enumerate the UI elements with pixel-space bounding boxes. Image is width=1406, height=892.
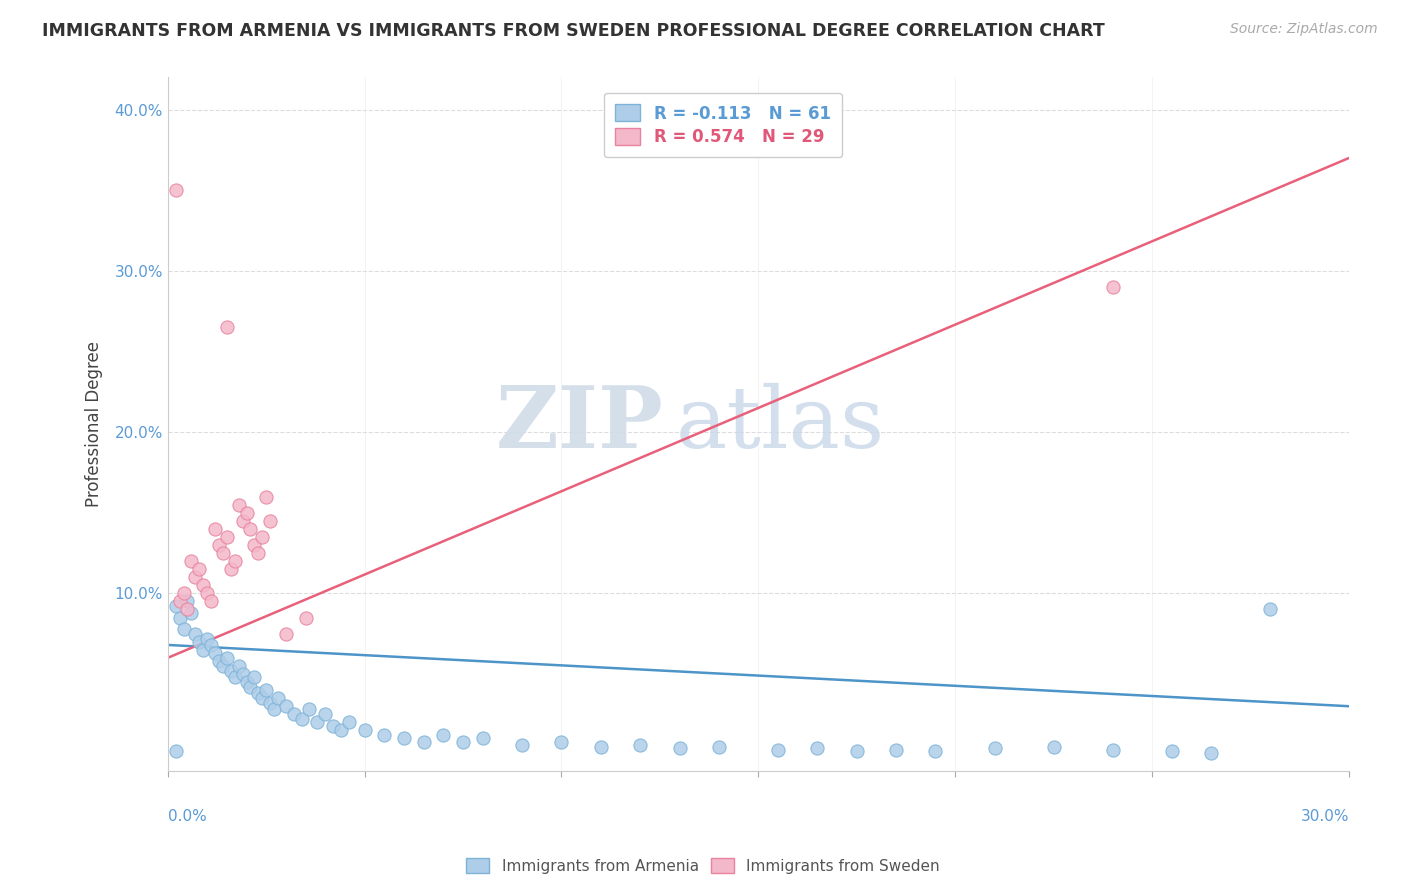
Point — [176, 594, 198, 608]
Point — [195, 632, 218, 646]
Point — [173, 586, 195, 600]
Point — [589, 739, 612, 754]
Point — [1101, 280, 1123, 294]
Point — [232, 667, 254, 681]
Point — [283, 707, 305, 722]
Text: atlas: atlas — [676, 383, 884, 466]
Point — [188, 634, 211, 648]
Text: IMMIGRANTS FROM ARMENIA VS IMMIGRANTS FROM SWEDEN PROFESSIONAL DEGREE CORRELATIO: IMMIGRANTS FROM ARMENIA VS IMMIGRANTS FR… — [42, 22, 1105, 40]
Point — [766, 743, 789, 757]
Point — [176, 602, 198, 616]
Point — [330, 723, 353, 738]
Point — [239, 522, 262, 536]
Point — [254, 490, 277, 504]
Point — [1160, 744, 1182, 758]
Point — [212, 546, 235, 560]
Point — [219, 664, 242, 678]
Point — [215, 530, 238, 544]
Point — [247, 546, 270, 560]
Point — [884, 743, 907, 757]
Point — [1101, 743, 1123, 757]
Point — [184, 626, 207, 640]
Point — [169, 610, 191, 624]
Point — [208, 654, 231, 668]
Point — [200, 638, 222, 652]
Point — [451, 734, 474, 748]
Point — [291, 712, 314, 726]
Point — [224, 554, 246, 568]
Point — [169, 594, 191, 608]
Text: ZIP: ZIP — [496, 382, 664, 467]
Point — [392, 731, 415, 746]
Point — [193, 642, 215, 657]
Point — [215, 320, 238, 334]
Point — [193, 578, 215, 592]
Point — [1042, 739, 1064, 754]
Point — [274, 626, 297, 640]
Point — [1258, 602, 1281, 616]
Y-axis label: Professional Degree: Professional Degree — [86, 341, 103, 507]
Point — [228, 659, 250, 673]
Point — [274, 699, 297, 714]
Point — [322, 718, 344, 732]
Legend: Immigrants from Armenia, Immigrants from Sweden: Immigrants from Armenia, Immigrants from… — [460, 852, 946, 880]
Text: Source: ZipAtlas.com: Source: ZipAtlas.com — [1230, 22, 1378, 37]
Point — [219, 562, 242, 576]
Point — [232, 514, 254, 528]
Point — [412, 734, 434, 748]
Point — [215, 650, 238, 665]
Point — [173, 622, 195, 636]
Point — [294, 610, 316, 624]
Point — [806, 741, 828, 756]
Text: 0.0%: 0.0% — [167, 809, 207, 824]
Point — [235, 675, 257, 690]
Point — [224, 670, 246, 684]
Point — [924, 744, 946, 758]
Point — [247, 686, 270, 700]
Point — [707, 739, 730, 754]
Point — [195, 586, 218, 600]
Point — [307, 715, 329, 730]
Point — [180, 554, 202, 568]
Point — [259, 696, 281, 710]
Point — [628, 738, 651, 752]
Point — [165, 183, 187, 197]
Point — [373, 728, 395, 742]
Point — [235, 506, 257, 520]
Point — [337, 715, 360, 730]
Point — [252, 691, 274, 706]
Point — [298, 702, 321, 716]
Point — [668, 741, 690, 756]
Point — [180, 606, 202, 620]
Point — [983, 741, 1005, 756]
Point — [188, 562, 211, 576]
Point — [432, 728, 454, 742]
Point — [239, 680, 262, 694]
Point — [228, 498, 250, 512]
Point — [208, 538, 231, 552]
Point — [254, 683, 277, 698]
Point — [204, 522, 226, 536]
Point — [263, 702, 285, 716]
Point — [353, 723, 375, 738]
Legend: R = -0.113   N = 61, R = 0.574   N = 29: R = -0.113 N = 61, R = 0.574 N = 29 — [603, 93, 842, 157]
Point — [252, 530, 274, 544]
Point — [259, 514, 281, 528]
Point — [165, 599, 187, 614]
Point — [204, 646, 226, 660]
Point — [314, 707, 336, 722]
Point — [1199, 746, 1222, 760]
Point — [550, 734, 572, 748]
Point — [184, 570, 207, 584]
Point — [165, 744, 187, 758]
Text: 30.0%: 30.0% — [1301, 809, 1348, 824]
Point — [845, 744, 868, 758]
Point — [510, 738, 533, 752]
Point — [200, 594, 222, 608]
Point — [267, 691, 290, 706]
Point — [471, 731, 494, 746]
Point — [243, 670, 266, 684]
Point — [243, 538, 266, 552]
Point — [212, 659, 235, 673]
